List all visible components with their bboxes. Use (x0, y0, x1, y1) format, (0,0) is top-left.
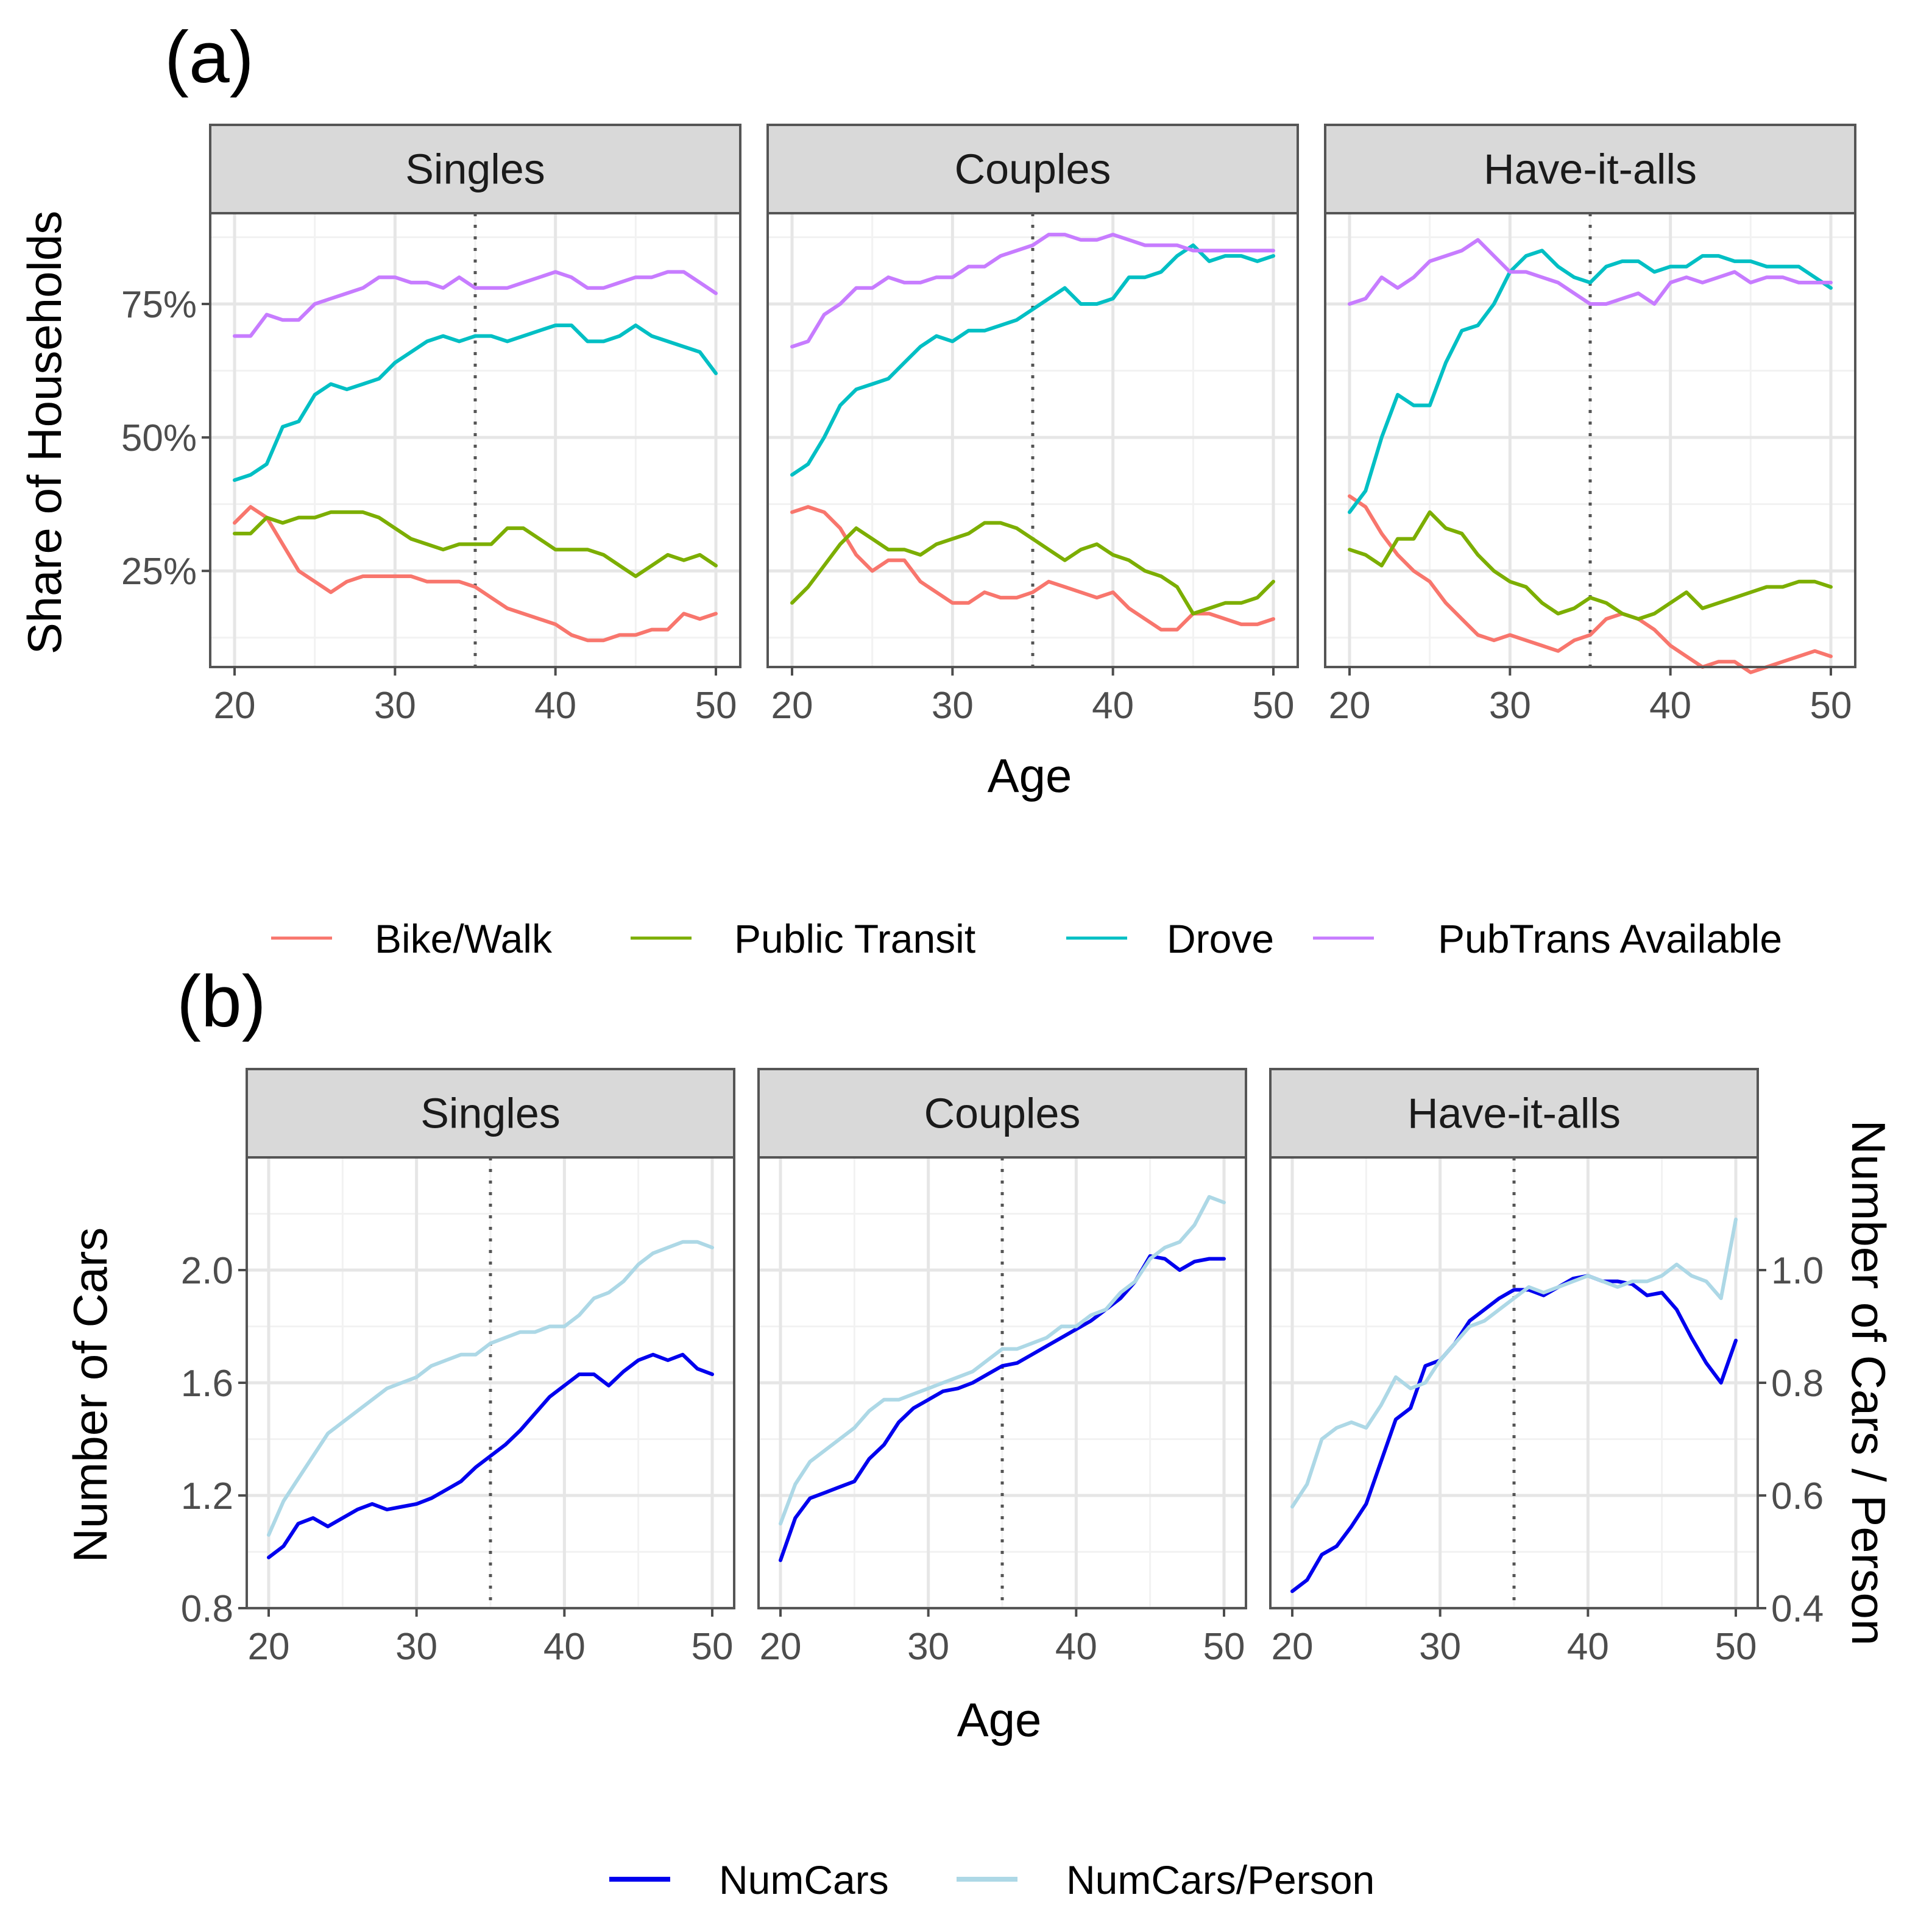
x-tick-label: 30 (932, 685, 974, 727)
y-tick-label: 75% (121, 284, 197, 326)
y-tick-label: 1.6 (181, 1363, 233, 1405)
facet-singles: Singles 20 30 40 50 25% 50% 75% (121, 124, 741, 727)
legend-item-bike-walk: Bike/Walk (271, 916, 553, 961)
x-tick-label: 30 (374, 685, 416, 727)
x-tick-label: 50 (1203, 1626, 1245, 1668)
y-tick-label: 50% (121, 417, 197, 459)
series-line-public-transit-have-it-alls (1348, 510, 1833, 621)
x-tick-label: 40 (1092, 685, 1134, 727)
facet-title-couples: Couples (955, 146, 1111, 193)
panel-border-couples (766, 212, 1299, 668)
legend-label-numcars: NumCars (719, 1857, 889, 1902)
panel-border-couples (757, 1156, 1247, 1609)
series-line-numcars-person-singles (267, 1240, 714, 1537)
x-tick-label: 50 (692, 1626, 734, 1668)
facet-have-it-alls: Have-it-alls 20 30 40 50 0.4 0.6 0.8 1.0 (1269, 1068, 1824, 1668)
legend-item-pubtrans-available: PubTrans Available (1313, 916, 1782, 961)
facet-title-have-it-alls: Have-it-alls (1484, 146, 1697, 193)
x-tick-label: 40 (534, 685, 576, 727)
panel-a-x-axis-title: Age (988, 749, 1072, 802)
facet-strip-couples (757, 1068, 1247, 1159)
y-tick-label: 25% (121, 551, 197, 593)
legend-label-numcars-person: NumCars/Person (1066, 1857, 1375, 1902)
series-line-drove-singles (233, 323, 718, 482)
panel-a-legend: Bike/Walk Public Transit Drove PubTrans Ava… (271, 916, 1782, 961)
x-tick-label: 30 (907, 1626, 949, 1668)
series-line-pubtrans-available-singles (233, 270, 718, 338)
facet-couples: Couples 20 30 40 50 (766, 124, 1299, 727)
series-line-bike-walk-singles (233, 505, 718, 643)
y-tick-label: 2.0 (181, 1250, 233, 1292)
y2-tick-label: 1.0 (1771, 1250, 1824, 1292)
x-tick-label: 30 (1419, 1626, 1461, 1668)
series-line-numcars-couples (779, 1254, 1226, 1562)
panel-a-chart: (a) Share of Households Age Singles 20 30 4… (18, 16, 1856, 961)
panel-b-y2-axis-title: Number of Cars / Person (1842, 1120, 1895, 1646)
legend-item-public-transit: Public Transit (631, 916, 975, 961)
y-tick-label: 0.8 (181, 1588, 233, 1630)
series-line-public-transit-couples (790, 521, 1275, 616)
x-tick-label: 20 (248, 1626, 290, 1668)
facet-title-have-it-alls: Have-it-alls (1407, 1090, 1621, 1137)
panel-a-label: (a) (165, 16, 254, 98)
panel-b-facets: Singles 20 30 40 50 0.8 1.2 1.6 2.0 Couples 20 30 40… (181, 1068, 1824, 1668)
x-tick-label: 30 (1489, 685, 1531, 727)
series-line-pubtrans-available-have-it-alls (1348, 238, 1833, 306)
series-line-pubtrans-available-couples (790, 233, 1275, 349)
facet-have-it-alls: Have-it-alls 20 30 40 50 (1324, 124, 1856, 727)
facet-title-singles: Singles (405, 146, 545, 193)
series-line-numcars-have-it-alls (1290, 1274, 1738, 1594)
legend-label-bike-walk: Bike/Walk (375, 916, 553, 961)
x-tick-label: 40 (1649, 685, 1691, 727)
facet-title-couples: Couples (924, 1090, 1081, 1137)
panel-a-y-axis-title: Share of Households (18, 211, 71, 654)
x-tick-label: 20 (1272, 1626, 1314, 1668)
legend-label-pubtrans-available: PubTrans Available (1438, 916, 1782, 961)
x-tick-label: 50 (1253, 685, 1295, 727)
x-tick-label: 20 (771, 685, 813, 727)
facet-title-singles: Singles (420, 1090, 561, 1137)
facet-singles: Singles 20 30 40 50 0.8 1.2 1.6 2.0 (181, 1068, 735, 1668)
facet-couples: Couples 20 30 40 50 (757, 1068, 1247, 1668)
series-line-drove-have-it-alls (1348, 249, 1833, 514)
facet-strip-have-it-alls (1269, 1068, 1759, 1159)
x-tick-label: 20 (760, 1626, 802, 1668)
panel-border-have-it-alls (1324, 212, 1856, 668)
x-tick-label: 20 (214, 685, 256, 727)
panel-b-legend: NumCars NumCars/Person (609, 1857, 1375, 1902)
x-tick-label: 40 (1055, 1626, 1097, 1668)
y2-tick-label: 0.4 (1771, 1588, 1824, 1630)
gridlines-singles (247, 1157, 734, 1610)
y2-tick-label: 0.6 (1771, 1475, 1824, 1517)
legend-label-public-transit: Public Transit (734, 916, 975, 961)
series-line-drove-couples (790, 243, 1275, 477)
panel-b-x-axis-title: Age (957, 1693, 1042, 1746)
x-tick-label: 40 (1567, 1626, 1609, 1668)
x-tick-label: 50 (1810, 685, 1852, 727)
facet-strip-have-it-alls (1324, 124, 1856, 214)
panel-border-singles (209, 212, 741, 668)
panel-b-chart: (b) Number of Cars Number of Cars / Pers… (63, 961, 1895, 1902)
y-tick-label: 1.2 (181, 1475, 233, 1517)
series-line-numcars-person-have-it-alls (1290, 1217, 1738, 1509)
series-line-public-transit-singles (233, 510, 718, 578)
panel-b-label: (b) (177, 961, 266, 1042)
x-tick-label: 50 (695, 685, 737, 727)
y2-tick-label: 0.8 (1771, 1363, 1824, 1405)
series-line-numcars-person-couples (779, 1195, 1226, 1526)
panel-b-y-axis-title: Number of Cars (63, 1227, 117, 1563)
legend-label-drove: Drove (1167, 916, 1274, 961)
series-line-numcars-singles (267, 1352, 714, 1559)
x-tick-label: 30 (395, 1626, 437, 1668)
x-tick-label: 50 (1715, 1626, 1757, 1668)
facet-strip-singles (209, 124, 741, 214)
legend-item-numcars: NumCars (609, 1857, 889, 1902)
series-line-bike-walk-have-it-alls (1348, 494, 1833, 674)
x-tick-label: 20 (1329, 685, 1371, 727)
x-tick-label: 40 (543, 1626, 586, 1668)
legend-item-drove: Drove (1066, 916, 1274, 961)
legend-item-numcars-person: NumCars/Person (957, 1857, 1375, 1902)
